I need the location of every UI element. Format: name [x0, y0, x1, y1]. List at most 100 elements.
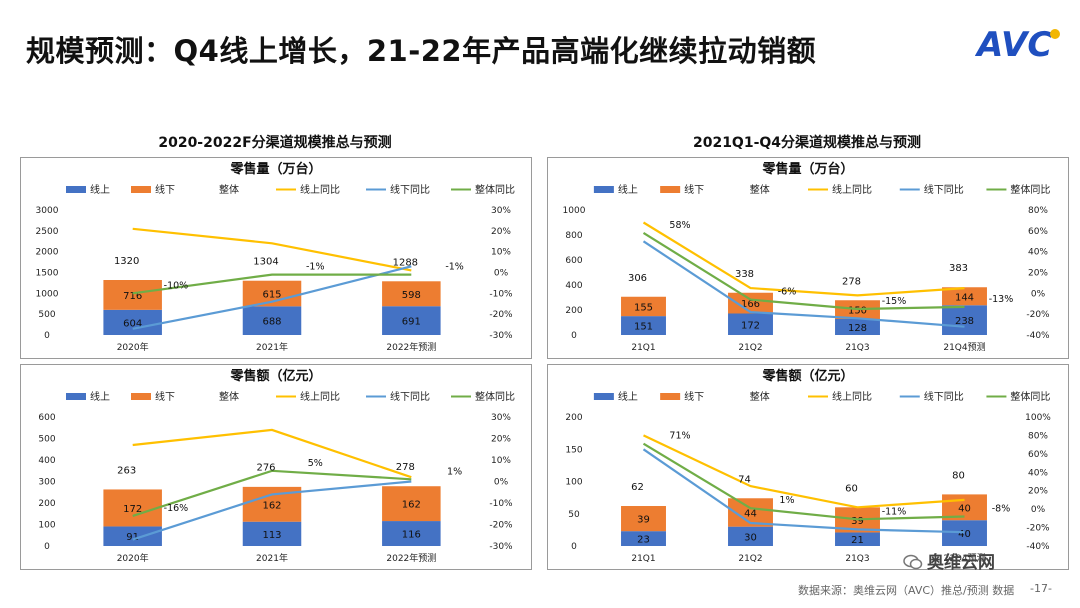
bar-label-online: 40	[958, 529, 971, 540]
bar-online	[942, 305, 987, 335]
y-tick-label: 100	[565, 478, 582, 488]
legend-label: 线下同比	[390, 390, 430, 403]
bar-label-online: 238	[955, 316, 974, 327]
bar-label-online: 688	[262, 317, 281, 328]
total-label: 80	[952, 470, 965, 481]
line-total-yoy	[642, 231, 965, 311]
legend-label: 线上同比	[300, 390, 340, 403]
total-label: 383	[949, 263, 968, 274]
bar-label-online: 23	[637, 535, 650, 546]
legend-label: 整体	[750, 390, 770, 403]
x-tick-label: 2020年	[117, 341, 149, 353]
chart-quarterly-volume: 零售量（万台） 线上 线下 整体 线上同比 线下同比 整体同比 0 200 400 600 800 10…	[563, 161, 1051, 353]
x-tick-label: 2020年	[117, 552, 149, 564]
legend-label: 线下同比	[924, 390, 964, 403]
bar-label-online: 604	[123, 318, 142, 329]
total-label: 278	[396, 462, 415, 473]
x-tick-label: 2022年预测	[386, 341, 436, 353]
y-tick-label: 200	[565, 306, 582, 316]
avc-logo: AVC	[975, 25, 1060, 65]
line-total-yoy	[132, 469, 412, 517]
yoy-label: -1%	[306, 262, 325, 273]
y-tick-label: 800	[565, 231, 582, 241]
x-tick-label: 21Q4预测	[943, 553, 985, 564]
bar-label-offline: 615	[262, 290, 281, 301]
x-tick-label: 21Q1	[631, 343, 655, 353]
x-tick-label: 21Q2	[738, 343, 762, 353]
bar-label-online: 30	[744, 532, 757, 543]
y-tick-label: 1000	[563, 206, 586, 216]
y2-tick-label: 20%	[491, 227, 511, 237]
legend-swatch	[131, 186, 151, 193]
legend-label: 线上同比	[300, 183, 340, 196]
yoy-label: 58%	[669, 220, 690, 231]
y2-tick-label: 20%	[1028, 269, 1048, 279]
y-tick-label: 600	[565, 256, 582, 266]
y2-tick-label: 20%	[491, 435, 511, 445]
yoy-label: -11%	[882, 506, 907, 517]
y-tick-label: 2000	[36, 248, 59, 258]
line-offline-yoy	[642, 240, 965, 328]
legend-swatch	[593, 186, 614, 193]
chart-title: 零售额（亿元）	[229, 368, 321, 384]
y2-tick-label: 40%	[1028, 248, 1048, 258]
y2-tick-label: 20%	[1028, 487, 1048, 497]
y2-tick-label: 0%	[494, 269, 509, 279]
y2-tick-label: 0%	[1031, 505, 1046, 515]
legend-swatch	[660, 393, 681, 400]
bar-label-online: 21	[851, 535, 864, 546]
bar-online	[835, 532, 880, 546]
y-tick-label: 1500	[36, 269, 59, 279]
bar-offline	[382, 486, 441, 522]
watermark-text: 奥维云网	[927, 553, 995, 573]
total-label: 276	[256, 463, 275, 474]
yoy-label: 1%	[447, 466, 462, 477]
yoy-label: -13%	[989, 294, 1014, 305]
legend-label: 整体同比	[475, 390, 515, 403]
y2-tick-label: 100%	[1025, 413, 1051, 423]
legend-label: 整体同比	[475, 183, 515, 196]
legend-label: 线上同比	[832, 183, 872, 196]
y-tick-label: 500	[38, 310, 55, 320]
bar-online	[103, 526, 162, 546]
y-tick-label: 600	[38, 413, 55, 423]
yoy-label: -6%	[778, 287, 797, 298]
y-tick-label: 0	[44, 331, 50, 341]
bar-label-offline: 716	[123, 291, 142, 302]
legend-label: 线上	[618, 183, 638, 196]
bar-label-online: 151	[634, 322, 653, 333]
bar-online	[242, 306, 302, 335]
y-tick-label: 200	[565, 413, 582, 423]
total-label: 338	[735, 269, 754, 280]
logo-dot-icon	[1050, 29, 1060, 39]
bar-label-offline: 44	[744, 508, 757, 519]
bar-offline	[728, 292, 773, 314]
total-label: 62	[631, 482, 644, 493]
y2-tick-label: 10%	[491, 456, 511, 466]
legend-label: 整体	[219, 183, 239, 196]
bar-online	[103, 309, 162, 335]
bar-label-offline: 39	[637, 515, 650, 526]
bar-label-online: 116	[402, 530, 421, 541]
total-label: 60	[845, 483, 858, 494]
x-tick-label: 21Q2	[738, 554, 762, 564]
bar-offline	[103, 280, 162, 310]
y-tick-label: 300	[38, 478, 55, 488]
watermark: 奥维云网	[903, 548, 995, 573]
legend-swatch	[593, 393, 614, 400]
total-label: 1320	[114, 256, 139, 267]
legend-label: 线上同比	[832, 390, 872, 403]
y2-tick-label: -30%	[489, 542, 513, 552]
bar-online	[835, 319, 880, 335]
bar-label-online: 113	[262, 530, 281, 541]
bar-online	[382, 306, 441, 335]
y-tick-label: 400	[38, 456, 55, 466]
bar-online	[728, 526, 773, 546]
yoy-label: -10%	[164, 280, 189, 291]
total-label: 1304	[253, 257, 278, 268]
y2-tick-label: -20%	[1026, 310, 1050, 320]
line-total-yoy	[132, 273, 412, 295]
y-tick-label: 0	[44, 542, 50, 552]
x-tick-label: 2021年	[256, 552, 288, 564]
wechat-icon	[903, 554, 923, 570]
